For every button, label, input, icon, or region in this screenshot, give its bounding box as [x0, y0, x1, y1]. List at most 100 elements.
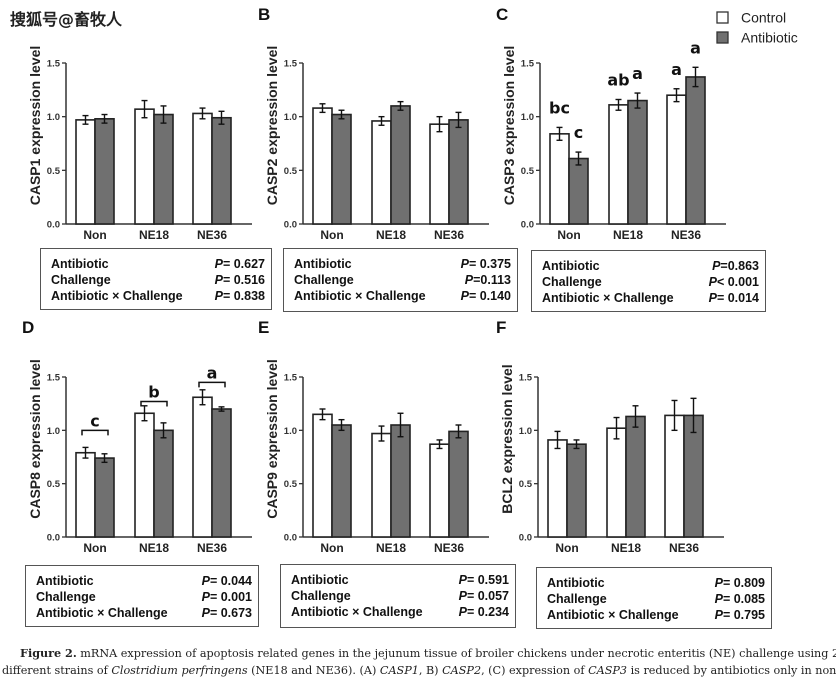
stats-row: Antibiotic P= 0.044	[36, 574, 252, 590]
bar-control-ne36	[429, 443, 450, 538]
x-tick-label: NE18	[611, 541, 641, 555]
panel-c: C CASP3 expression level 0.0 0.5 1.0 1.5 Non NE…	[496, 5, 726, 242]
bar-antibiotic-ne36	[685, 76, 706, 225]
legend-swatch-antibiotic	[716, 31, 729, 44]
x-tick-label: NE18	[613, 228, 643, 242]
y-axis-label: CASP2 expression level	[264, 46, 280, 206]
x-tick-label: NE36	[197, 228, 227, 242]
y-axis-label: BCL2 expression level	[499, 364, 515, 513]
x-tick-label: NE36	[671, 228, 701, 242]
stats-row: Antibiotic × Challenge P= 0.838	[51, 289, 265, 305]
y-tick-label: 1.0	[521, 112, 534, 123]
y-tick-label: 0.0	[284, 533, 297, 544]
bar-control-ne36	[666, 94, 687, 225]
significance-letter: ab	[607, 70, 629, 89]
y-tick-label: 1.0	[284, 112, 297, 123]
y-axis-label: CASP3 expression level	[501, 46, 517, 206]
legend-swatch-control	[716, 11, 729, 24]
stats-row: Antibiotic × Challenge P= 0.014	[542, 291, 759, 307]
panel-e: E CASP9 expression level 0.0 0.5 1.0 1.5 Non NE…	[258, 318, 489, 555]
significance-letter: a	[671, 60, 682, 79]
stats-p-value: P= 0.234	[458, 605, 509, 619]
bar-antibiotic-ne18	[625, 415, 646, 538]
stats-row: Antibiotic × Challenge P= 0.673	[36, 606, 252, 622]
caption-line-1: Figure 2. mRNA expression of apoptosis r…	[20, 645, 836, 662]
bar-control-non	[549, 133, 570, 225]
stats-row: Challenge P= 0.001	[36, 590, 252, 606]
stats-factor-label: Challenge	[51, 273, 111, 287]
x-tick-label: NE36	[434, 228, 464, 242]
x-tick-label: NE36	[197, 541, 227, 555]
stats-p-value: P=0.863	[712, 259, 759, 273]
significance-bracket	[81, 429, 109, 436]
stats-p-value: P= 0.140	[460, 289, 511, 303]
bar-antibiotic-non	[94, 118, 115, 225]
bar-antibiotic-non	[94, 457, 115, 538]
stats-box-d: Antibiotic P= 0.044 Challenge P= 0.001 Antib…	[25, 565, 259, 627]
bar-antibiotic-ne36	[448, 430, 469, 538]
stats-p-value: P< 0.001	[708, 275, 759, 289]
stats-row: Challenge P=0.113	[294, 273, 511, 289]
caption-gene-1: CASP1	[379, 664, 419, 677]
stats-factor-label: Antibiotic × Challenge	[291, 605, 423, 619]
x-tick-label: Non	[320, 228, 343, 242]
y-tick-label: 1.5	[47, 373, 61, 384]
panel-letter: C	[496, 5, 508, 24]
bar-antibiotic-ne36	[683, 414, 704, 538]
bar-control-non	[312, 107, 333, 225]
significance-letter: a	[690, 38, 701, 57]
stats-p-value: P= 0.044	[201, 574, 252, 588]
bar-control-ne18	[371, 120, 392, 225]
bar-antibiotic-non	[568, 157, 589, 225]
stats-p-value: P= 0.516	[214, 273, 265, 287]
figure-canvas: CASP1 expression level 0.0 0.5 1.0 1.5 Non NE1…	[22, 5, 798, 555]
y-tick-label: 1.0	[519, 426, 532, 437]
panel-letter: F	[496, 318, 506, 337]
significance-letter: bc	[549, 98, 570, 117]
y-tick-label: 0.0	[521, 220, 534, 231]
stats-row: Antibiotic P= 0.627	[51, 257, 265, 273]
stats-box-f: Antibiotic P= 0.809 Challenge P= 0.085 Antib…	[536, 567, 772, 629]
stats-row: Antibiotic P= 0.809	[547, 576, 765, 592]
bar-control-ne36	[664, 414, 685, 538]
y-tick-label: 1.5	[47, 59, 61, 70]
stats-factor-label: Antibiotic	[51, 257, 109, 271]
stats-factor-label: Challenge	[36, 590, 96, 604]
x-tick-label: Non	[557, 228, 580, 242]
caption-text-2c: , B)	[418, 664, 443, 677]
bar-control-non	[547, 439, 568, 538]
stats-factor-label: Antibiotic × Challenge	[542, 291, 674, 305]
caption-gene-2: CASP2	[442, 664, 482, 677]
stats-p-value: P= 0.795	[714, 608, 765, 622]
caption-label: Figure 2.	[20, 646, 77, 660]
bar-antibiotic-non	[331, 424, 352, 538]
bar-antibiotic-ne36	[211, 408, 232, 538]
stats-factor-label: Antibiotic	[542, 259, 600, 273]
caption-text-2b: (NE18 and NE36). (A)	[247, 664, 380, 677]
caption-species: Clostridium perfringens	[111, 664, 248, 677]
stats-p-value: P= 0.001	[201, 590, 252, 604]
x-tick-label: Non	[555, 541, 578, 555]
stats-p-value: P= 0.627	[214, 257, 265, 271]
y-tick-label: 1.5	[284, 59, 298, 70]
caption-text-2d: , (C) expression of	[481, 664, 589, 677]
y-tick-label: 0.5	[519, 479, 533, 490]
panel-b: B CASP2 expression level 0.0 0.5 1.0 1.5 Non NE…	[258, 5, 489, 242]
x-tick-label: NE18	[139, 228, 169, 242]
bar-control-ne18	[606, 427, 627, 538]
y-axis-label: CASP8 expression level	[27, 359, 43, 519]
bar-antibiotic-ne18	[153, 113, 174, 225]
y-tick-label: 1.5	[521, 59, 535, 70]
panel-letter: D	[22, 318, 34, 337]
stats-p-value: P= 0.085	[714, 592, 765, 606]
bar-antibiotic-non	[331, 113, 352, 225]
stats-factor-label: Challenge	[291, 589, 351, 603]
x-tick-label: Non	[320, 541, 343, 555]
stats-p-value: P= 0.591	[458, 573, 509, 587]
bar-control-non	[75, 451, 96, 538]
significance-letter: c	[90, 411, 99, 430]
panel-d: D CASP8 expression level 0.0 0.5 1.0 1.5 Non NE…	[22, 318, 252, 555]
x-tick-label: NE36	[434, 541, 464, 555]
panel-letter: B	[258, 5, 270, 24]
caption-text-2e: is reduced by antibiotics only in non-	[627, 664, 836, 677]
